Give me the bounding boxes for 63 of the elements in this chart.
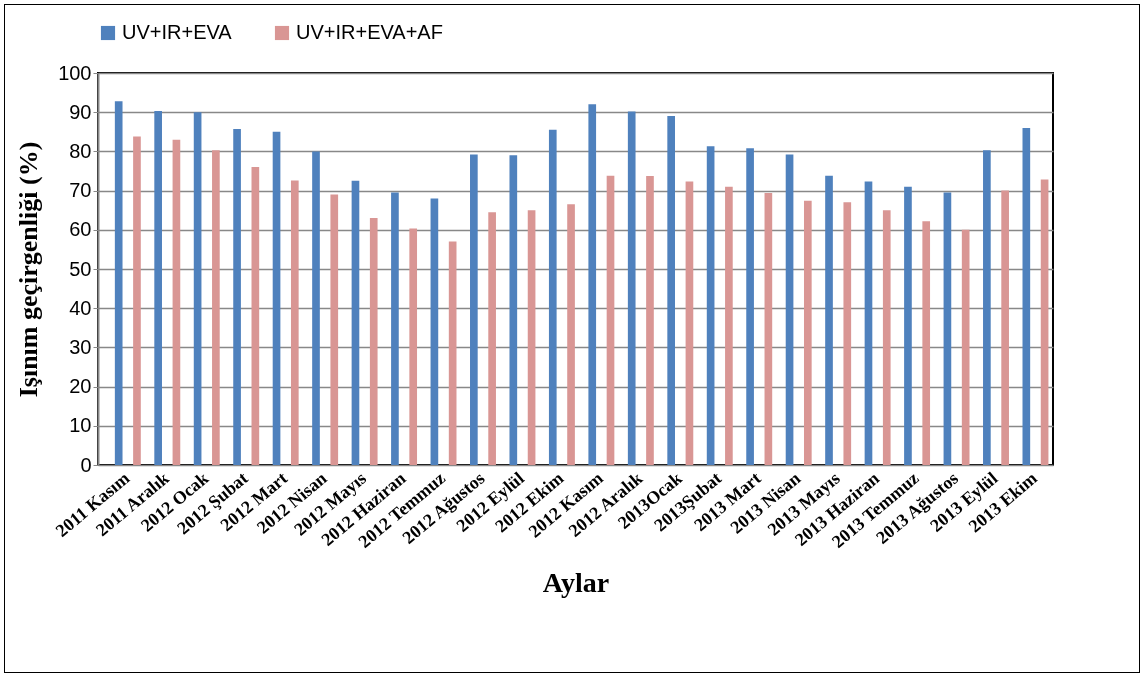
bar [193,112,202,465]
bar [961,229,970,465]
y-tick-label: 90 [69,100,92,123]
bar [154,111,162,465]
bar [567,204,575,465]
y-tick-label: 10 [69,414,92,437]
bar [764,192,773,465]
bar [706,146,715,465]
bar [391,192,399,465]
bar [882,210,891,465]
bar [212,150,220,465]
x-axis-title: Aylar [542,566,610,598]
bar [606,175,615,465]
bar [448,241,457,465]
bar [488,212,496,465]
y-tick-label: 80 [69,139,92,162]
y-tick-label: 40 [69,296,92,319]
bar [725,186,733,465]
bar [843,202,852,465]
y-tick-label: 70 [69,179,92,202]
bar [904,186,912,465]
bar [251,167,260,465]
bar [1022,127,1031,465]
bar [685,181,694,465]
y-tick-label: 60 [69,218,92,241]
bar [369,218,378,465]
bar [172,139,181,465]
y-tick-label: 30 [69,335,92,358]
bar [470,154,478,465]
bar [290,180,299,465]
bar [509,155,518,465]
bar [667,116,675,465]
bar [943,192,952,465]
legend-label: UV+IR+EVA+AF [296,21,443,43]
bar [864,181,873,465]
y-axis-title: Işınım geçirgenliği (%) [14,141,44,398]
y-tick-label: 0 [80,453,92,476]
y-tick-label: 50 [69,257,92,280]
y-tick-label: 100 [58,61,92,84]
bar [330,194,339,465]
bar [133,136,141,465]
y-tick-label: 20 [69,375,92,398]
bar [351,180,360,465]
bar [272,131,281,465]
bar [588,104,597,465]
bar [312,151,320,465]
bar [1040,179,1049,465]
bar [233,129,241,465]
bar [1001,190,1009,465]
bar [627,111,636,465]
bar [803,200,812,465]
bar [430,198,439,465]
bar [922,221,931,465]
bar [527,210,536,465]
bar [646,176,654,465]
bar [409,228,418,465]
bar [114,101,123,465]
bar [548,129,557,465]
bar [785,154,794,465]
bar [825,175,833,465]
bar [746,148,754,465]
bar [983,150,991,465]
legend-label: UV+IR+EVA [122,21,233,43]
